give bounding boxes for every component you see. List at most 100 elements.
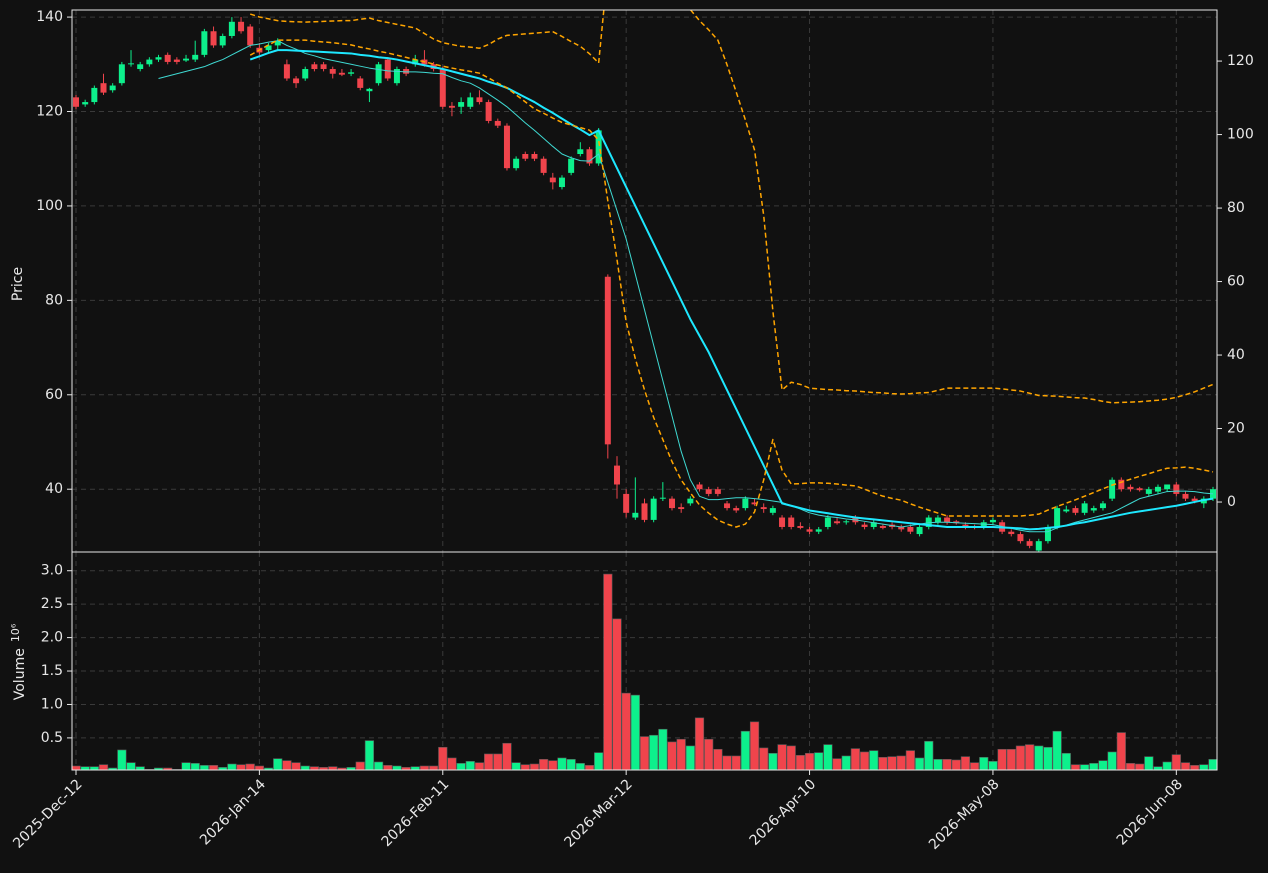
- candle-body: [201, 31, 208, 55]
- volume-bar: [667, 741, 677, 771]
- candle-body: [384, 59, 391, 79]
- volume-bar: [850, 748, 860, 771]
- volume-bar: [484, 753, 494, 771]
- volume-bar: [291, 762, 301, 771]
- volume-label: Volume: [12, 648, 28, 700]
- volume-bar: [1052, 730, 1062, 771]
- candle-body: [779, 517, 786, 527]
- y-tick-label: 1.5: [41, 663, 63, 679]
- candle-body: [760, 507, 767, 510]
- candle-body: [613, 465, 620, 485]
- candle-body: [458, 102, 465, 107]
- volume-bar: [236, 764, 246, 771]
- volume-bar: [300, 765, 310, 771]
- volume-bar: [181, 762, 191, 771]
- ma-line: [249, 49, 1214, 531]
- volume-bar: [1043, 746, 1053, 771]
- volume-bar: [1125, 763, 1136, 771]
- candle-body: [1054, 508, 1061, 527]
- volume-bar: [245, 763, 255, 771]
- volume-bar: [1089, 763, 1099, 771]
- volume-bar: [309, 766, 320, 771]
- candle-body: [898, 526, 905, 530]
- candle-body: [623, 493, 630, 513]
- candle-body: [595, 130, 602, 164]
- volume-bar: [841, 755, 851, 771]
- y-tick-label: 120: [36, 104, 63, 120]
- candle-body: [1090, 508, 1097, 511]
- candle-body: [1182, 493, 1189, 499]
- candle-body: [769, 508, 776, 513]
- volume-bar: [804, 752, 815, 771]
- candle-body: [1154, 486, 1161, 492]
- candle-body: [843, 521, 850, 523]
- candle-body: [1026, 541, 1033, 546]
- y-tick-label: 140: [36, 9, 63, 25]
- candles: [73, 10, 1216, 552]
- candle-body: [73, 97, 79, 107]
- volume-bar: [859, 751, 870, 771]
- volume-bar: [80, 766, 90, 771]
- volume-bar: [282, 760, 292, 771]
- volume-bar: [612, 618, 622, 771]
- candle-body: [467, 97, 474, 107]
- volume-bar: [529, 763, 540, 771]
- candle-body: [118, 64, 125, 84]
- volume-bar: [749, 721, 760, 771]
- candle-body: [366, 88, 373, 92]
- candle-body: [962, 524, 969, 527]
- volume-bar: [997, 748, 1007, 771]
- volume-bar: [933, 759, 943, 771]
- volume-bar: [1208, 759, 1218, 771]
- volume-bar: [1135, 763, 1145, 771]
- candle-body: [834, 521, 841, 524]
- candle-body: [678, 507, 685, 510]
- candle-body: [320, 64, 327, 70]
- candle-body: [549, 177, 556, 183]
- volume-bar: [768, 752, 778, 771]
- candle-body: [586, 149, 593, 164]
- candle-body: [1173, 484, 1180, 494]
- volume-bar: [814, 752, 824, 771]
- volume-bar: [355, 761, 365, 771]
- volume-bar: [539, 759, 549, 771]
- candle-body: [1044, 526, 1051, 542]
- volume-bar: [685, 745, 695, 771]
- candle-body: [659, 497, 666, 499]
- y-tick-label: 2.0: [41, 630, 63, 646]
- candle-body: [439, 69, 446, 107]
- volume-bar: [227, 763, 237, 771]
- volume-bar: [649, 734, 659, 771]
- candle-body: [531, 153, 538, 159]
- volume-scale: 10⁶: [9, 623, 22, 642]
- volume-bar: [731, 755, 741, 771]
- candle-body: [788, 517, 795, 527]
- volume-bar: [575, 763, 585, 771]
- candle-body: [1017, 534, 1024, 542]
- volume-bar: [199, 765, 209, 771]
- candle-body: [513, 158, 520, 169]
- volume-bar: [740, 730, 750, 771]
- volume-bar: [419, 765, 430, 771]
- volume-bar: [126, 762, 136, 771]
- candle-body: [714, 489, 721, 494]
- volume-bar: [502, 742, 512, 771]
- candle-body: [522, 153, 529, 159]
- volume-bar: [951, 759, 961, 771]
- candle-body: [705, 489, 712, 494]
- candle-body: [265, 45, 272, 51]
- price-axis-label: Price: [10, 267, 26, 301]
- candle-body: [824, 517, 831, 527]
- candle-body: [751, 502, 758, 505]
- candle-body: [348, 72, 355, 74]
- volume-bar: [383, 765, 393, 771]
- candle-body: [329, 69, 336, 74]
- candle-body: [137, 64, 144, 70]
- candle-body: [669, 498, 676, 509]
- candle-body: [228, 21, 235, 36]
- volume-bar: [98, 764, 109, 771]
- volume-bar: [704, 738, 714, 771]
- volume-bar: [1107, 751, 1117, 771]
- volume-bar: [135, 766, 145, 771]
- candle-body: [183, 58, 190, 61]
